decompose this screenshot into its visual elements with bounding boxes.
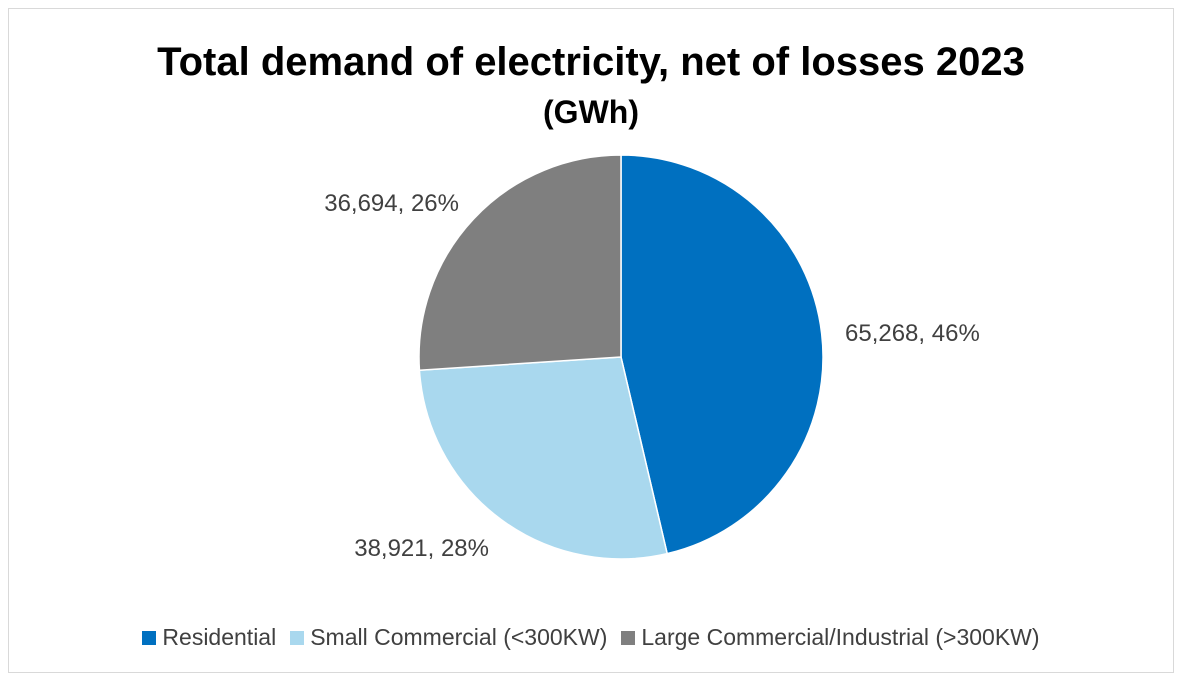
pie-slice-small-commercial: [418, 356, 669, 560]
square-swatch-icon: [142, 630, 157, 645]
legend-label: Residential: [162, 624, 277, 650]
square-swatch-icon: [621, 630, 636, 645]
legend-item-small-commercial: Small Commercial (<300KW): [290, 624, 607, 651]
legend-item-large-commercial: Large Commercial/Industrial (>300KW): [621, 624, 1040, 651]
data-label-large-commercial: 36,694, 26%: [324, 190, 459, 217]
legend-label: Small Commercial (<300KW): [310, 624, 608, 650]
data-label-residential: 65,268, 46%: [845, 320, 980, 347]
legend-item-residential: Residential: [142, 624, 276, 651]
legend-label: Large Commercial/Industrial (>300KW): [641, 624, 1040, 650]
data-label-small-commercial: 38,921, 28%: [354, 535, 489, 562]
chart-title: Total demand of electricity, net of loss…: [157, 40, 1025, 84]
legend: Residential Small Commercial (<300KW) La…: [0, 624, 1182, 651]
pie-slice-large-commercial: [418, 154, 622, 372]
square-swatch-icon: [290, 630, 305, 645]
chart-subtitle: (GWh): [543, 94, 639, 130]
pie-slice-residential: [620, 154, 824, 555]
